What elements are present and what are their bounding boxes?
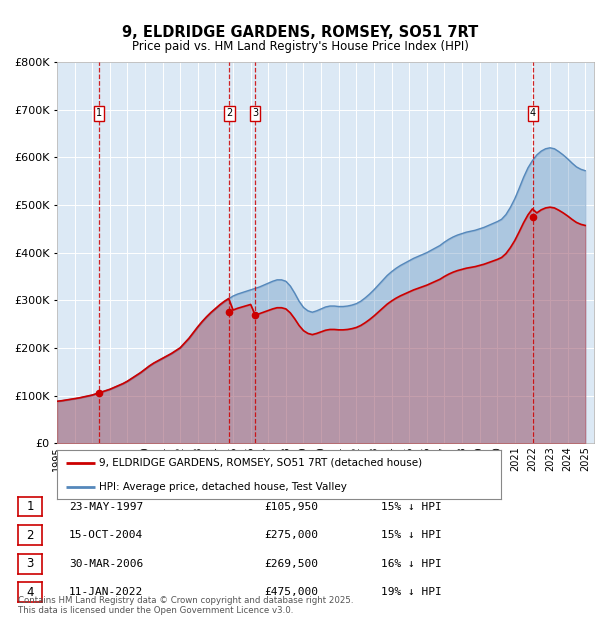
Text: 16% ↓ HPI: 16% ↓ HPI	[381, 559, 442, 569]
Text: 15-OCT-2004: 15-OCT-2004	[69, 530, 143, 540]
Text: 4: 4	[530, 108, 536, 118]
Text: 30-MAR-2006: 30-MAR-2006	[69, 559, 143, 569]
Text: 11-JAN-2022: 11-JAN-2022	[69, 587, 143, 597]
Text: 3: 3	[252, 108, 258, 118]
Text: Price paid vs. HM Land Registry's House Price Index (HPI): Price paid vs. HM Land Registry's House …	[131, 40, 469, 53]
Text: 19% ↓ HPI: 19% ↓ HPI	[381, 587, 442, 597]
Text: £269,500: £269,500	[264, 559, 318, 569]
Text: 1: 1	[26, 500, 34, 513]
Text: 9, ELDRIDGE GARDENS, ROMSEY, SO51 7RT: 9, ELDRIDGE GARDENS, ROMSEY, SO51 7RT	[122, 25, 478, 40]
Text: 15% ↓ HPI: 15% ↓ HPI	[381, 502, 442, 512]
Text: 1: 1	[96, 108, 102, 118]
Text: 2: 2	[226, 108, 232, 118]
Text: 9, ELDRIDGE GARDENS, ROMSEY, SO51 7RT (detached house): 9, ELDRIDGE GARDENS, ROMSEY, SO51 7RT (d…	[99, 458, 422, 468]
Text: £275,000: £275,000	[264, 530, 318, 540]
Text: £475,000: £475,000	[264, 587, 318, 597]
Text: £105,950: £105,950	[264, 502, 318, 512]
Text: 23-MAY-1997: 23-MAY-1997	[69, 502, 143, 512]
Text: HPI: Average price, detached house, Test Valley: HPI: Average price, detached house, Test…	[99, 482, 347, 492]
Text: 2: 2	[26, 529, 34, 541]
Text: 4: 4	[26, 586, 34, 598]
Text: 3: 3	[26, 557, 34, 570]
Text: 15% ↓ HPI: 15% ↓ HPI	[381, 530, 442, 540]
Text: Contains HM Land Registry data © Crown copyright and database right 2025.
This d: Contains HM Land Registry data © Crown c…	[18, 596, 353, 615]
